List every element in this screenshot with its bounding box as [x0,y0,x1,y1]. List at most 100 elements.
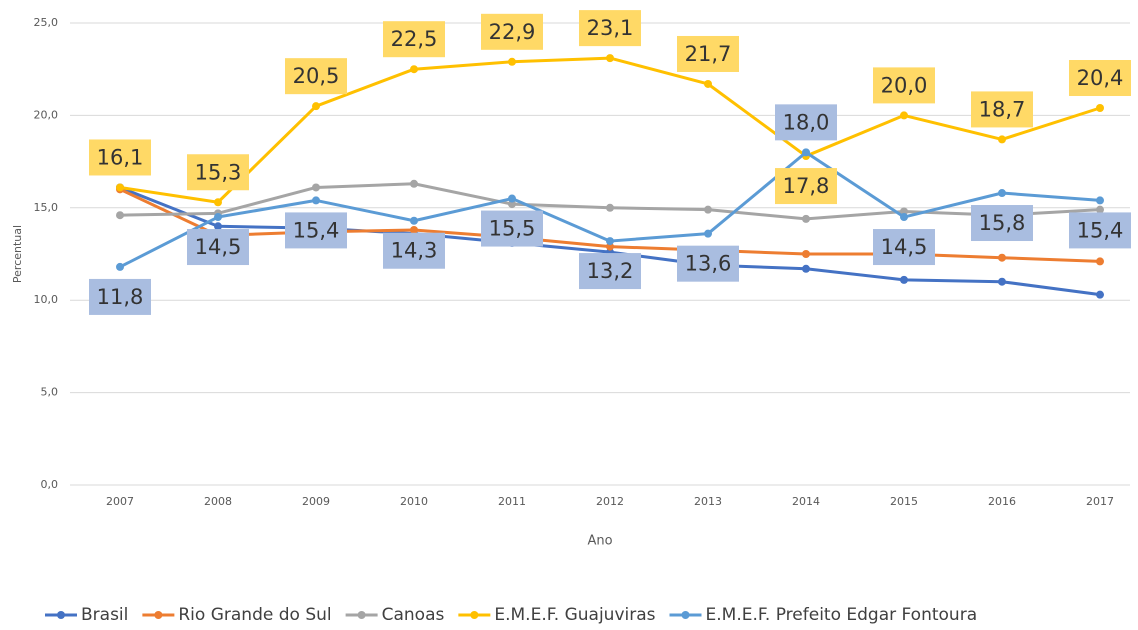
x-axis-title: Ano [587,534,612,549]
x-tick-label: 2015 [890,495,918,508]
label-box [383,232,445,269]
point [410,216,418,225]
data-label: 21,7 [685,42,732,66]
label-box [873,67,935,104]
legend-marker [357,611,366,619]
data-label: 15,5 [489,217,536,241]
point [1096,257,1104,266]
data-label: 20,4 [1077,66,1124,90]
label-box [187,154,249,191]
point [802,264,810,273]
point [312,102,320,111]
data-label: 22,5 [391,27,438,51]
data-label: 14,5 [881,235,928,259]
point [214,222,222,231]
point [410,225,418,234]
data-label: 16,1 [97,145,144,169]
data-label: 20,5 [293,64,340,88]
y-tick-label: 0,0 [41,478,59,491]
label-box [481,13,543,50]
label-box [89,278,151,315]
x-tick-label: 2013 [694,495,722,508]
data-label: 13,2 [587,259,634,283]
point [606,242,614,251]
data-label: 13,6 [685,252,732,276]
label-box [677,245,739,282]
point [1096,205,1104,214]
x-tick-label: 2008 [204,495,232,508]
x-tick-label: 2012 [596,495,624,508]
legend-marker [57,611,65,619]
point [998,277,1006,286]
label-box [971,91,1033,128]
series-line [119,182,1101,221]
point [998,253,1006,262]
legend-marker [154,611,163,619]
label-box [971,205,1033,242]
point [1096,104,1104,113]
label-box [677,35,739,72]
label-box [187,229,249,266]
point [312,183,320,192]
y-tick-label: 15,0 [34,201,59,214]
point [116,211,124,220]
point [802,214,810,223]
point [802,250,810,258]
point [900,275,908,284]
label-box [579,10,641,47]
x-tick-label: 2016 [988,495,1016,508]
point [116,262,124,271]
x-tick-label: 2007 [106,495,134,508]
label-box [481,210,543,247]
x-tick-label: 2014 [792,495,820,508]
point [1096,290,1104,299]
point [410,179,418,188]
point [606,203,614,212]
point [410,65,418,74]
legend-label: Brasil [81,605,128,625]
legend-label: E.M.E.F. Prefeito Edgar Fontoura [706,605,978,625]
y-tick-label: 10,0 [34,293,59,306]
point [508,57,516,66]
x-tick-label: 2017 [1086,495,1114,508]
data-label: 18,7 [979,97,1026,121]
point [900,207,908,216]
point [116,183,124,192]
point [606,54,614,63]
label-box [579,253,641,290]
y-tick-label: 20,0 [34,108,59,121]
data-label: 11,8 [97,285,144,309]
data-label: 15,8 [979,211,1026,235]
data-label: 20,0 [881,73,928,97]
point [998,189,1006,198]
point [312,196,320,205]
label-box [1069,60,1131,97]
label-box [775,104,837,141]
data-label: 15,4 [1077,218,1124,242]
legend-label: E.M.E.F. Guajuviras [494,605,655,625]
point [900,111,908,120]
data-label: 18,0 [783,110,830,134]
point [214,198,222,207]
x-tick-label: 2011 [498,495,526,508]
y-tick-label: 5,0 [41,386,59,399]
label-box [775,168,837,205]
legend-marker [681,611,690,619]
point [900,213,908,222]
y-tick-label: 25,0 [34,16,59,29]
point [508,200,516,209]
x-tick-label: 2010 [400,495,428,508]
label-box [89,139,151,176]
label-box [383,21,445,58]
legend-label: Rio Grande do Sul [178,605,331,625]
data-label: 14,5 [195,235,242,259]
data-label: 22,9 [489,20,536,44]
data-label: 14,3 [391,239,438,263]
point [704,79,712,88]
legend-marker [470,611,479,619]
x-tick-label: 2009 [302,495,330,508]
data-label: 15,3 [195,160,242,184]
legend-label: Canoas [382,605,445,625]
point [998,135,1006,144]
